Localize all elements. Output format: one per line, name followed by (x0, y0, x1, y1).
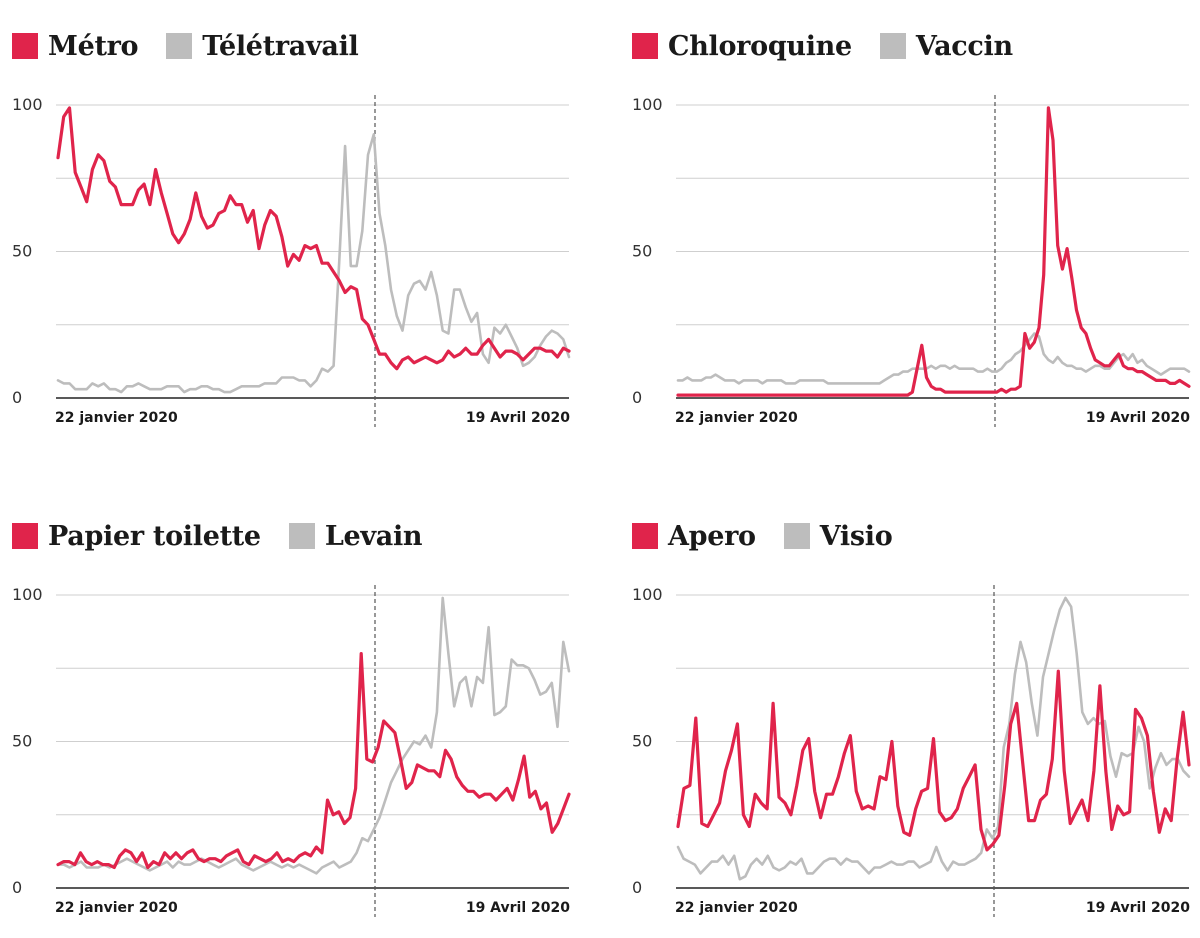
legend-label: Papier toilette (48, 520, 261, 552)
legend-item-primary: Métro (12, 30, 139, 62)
chart-legend: Papier toilette Levain (12, 518, 450, 554)
chart-legend: Apero Visio (632, 518, 920, 554)
series-line-primary (676, 669, 1191, 852)
y-tick-label: 100 (632, 585, 663, 604)
legend-label: Télétravail (202, 30, 359, 62)
y-tick-label: 0 (632, 878, 642, 897)
y-tick-label: 50 (632, 732, 652, 751)
legend-swatch-secondary (166, 33, 193, 59)
legend-swatch-secondary (879, 33, 906, 59)
legend-swatch-primary (12, 33, 38, 59)
x-start-label: 22 janvier 2020 (675, 410, 798, 426)
legend-swatch-secondary (288, 523, 315, 549)
chart-panel-metro-teletravail: Métro Télétravail 0 50 100 22 janvier 2020 1… (0, 0, 580, 440)
series-line-primary (676, 106, 1191, 397)
y-tick-label: 100 (12, 585, 43, 604)
legend-swatch-primary (632, 523, 658, 549)
legend-item-primary: Apero (632, 521, 756, 552)
chart-legend: Chloroquine Vaccin (632, 28, 1041, 64)
y-tick-label: 50 (632, 242, 652, 261)
legend-label: Métro (48, 30, 139, 62)
line-chart: 0 50 100 22 janvier 2020 19 Avril 2020 (12, 95, 571, 427)
x-end-label: 19 Avril 2020 (1086, 410, 1190, 426)
series-line-primary (56, 106, 571, 371)
series-line-secondary (56, 596, 571, 875)
legend-swatch-secondary (783, 523, 810, 549)
chart-panel-chloroquine-vaccin: Chloroquine Vaccin 0 50 100 22 janvier 2020… (620, 0, 1200, 440)
legend-item-primary: Papier toilette (12, 521, 261, 552)
y-tick-label: 100 (632, 95, 663, 114)
legend-label: Apero (668, 520, 756, 552)
series-line-secondary (676, 332, 1191, 385)
legend-label: Vaccin (915, 30, 1013, 62)
x-start-label: 22 janvier 2020 (55, 410, 178, 426)
line-chart: 0 50 100 22 janvier 2020 19 Avril 2020 (632, 585, 1191, 917)
legend-label: Visio (819, 520, 893, 552)
x-end-label: 19 Avril 2020 (1086, 900, 1190, 916)
x-end-label: 19 Avril 2020 (466, 410, 570, 426)
legend-item-secondary: Vaccin (879, 30, 1013, 62)
x-start-label: 22 janvier 2020 (55, 900, 178, 916)
legend-item-secondary: Visio (783, 520, 893, 552)
line-chart: 0 50 100 22 janvier 2020 19 Avril 2020 (632, 95, 1191, 427)
legend-item-primary: Chloroquine (632, 31, 852, 62)
chart-panel-papier-levain: Papier toilette Levain 0 50 100 22 janvier … (0, 490, 580, 930)
legend-swatch-primary (632, 33, 658, 59)
legend-item-secondary: Levain (288, 520, 423, 552)
legend-item-secondary: Télétravail (166, 30, 359, 62)
series-line-secondary (56, 133, 571, 394)
x-start-label: 22 janvier 2020 (675, 900, 798, 916)
y-tick-label: 50 (12, 732, 32, 751)
legend-swatch-primary (12, 523, 38, 549)
line-chart: 0 50 100 22 janvier 2020 19 Avril 2020 (12, 585, 571, 917)
chart-panel-apero-visio: Apero Visio 0 50 100 22 janvier 2020 19 Avri… (620, 490, 1200, 930)
x-end-label: 19 Avril 2020 (466, 900, 570, 916)
y-tick-label: 0 (12, 388, 22, 407)
y-tick-label: 100 (12, 95, 43, 114)
series-line-primary (56, 652, 571, 870)
y-tick-label: 0 (12, 878, 22, 897)
legend-label: Levain (324, 520, 423, 552)
chart-legend: Métro Télétravail (12, 28, 386, 64)
legend-label: Chloroquine (668, 30, 852, 62)
y-tick-label: 50 (12, 242, 32, 261)
y-tick-label: 0 (632, 388, 642, 407)
